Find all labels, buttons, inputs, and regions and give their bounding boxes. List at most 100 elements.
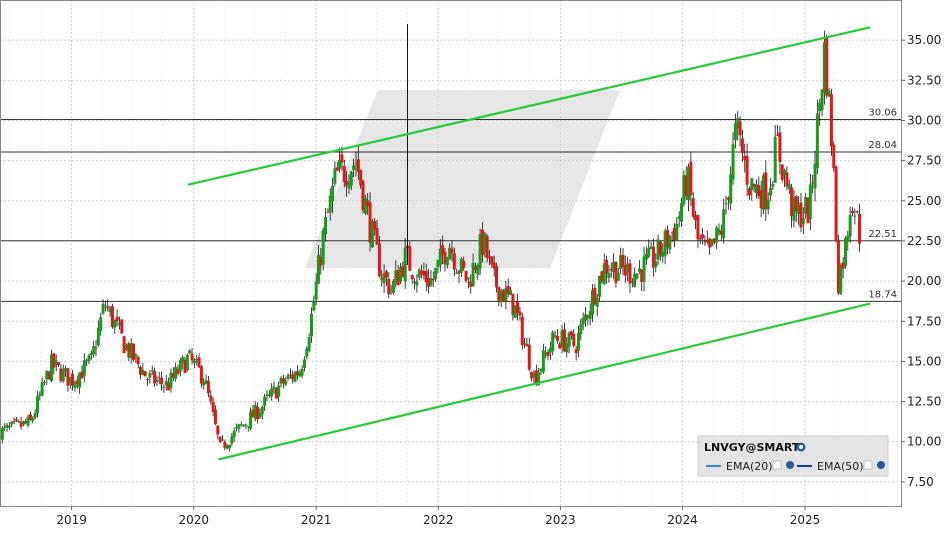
candle-body: [642, 256, 646, 282]
trendlines: [187, 26, 871, 461]
candle-body: [94, 347, 98, 349]
candle-body: [808, 184, 812, 220]
candle-body: [85, 360, 89, 362]
candle-body: [155, 379, 159, 382]
candle-body: [202, 382, 206, 386]
candle-body: [338, 159, 342, 169]
candle-body: [89, 353, 93, 356]
candle-body: [169, 372, 173, 388]
candle-body: [834, 166, 838, 242]
candle-body: [785, 172, 789, 187]
x-axis: 2019 2020 2021 2022 2023 2024 2025: [56, 506, 820, 527]
candle-body: [717, 229, 721, 233]
legend-box[interactable]: LNVGY@SMART EMA(20) EMA(50): [697, 435, 889, 477]
candle-body: [448, 247, 452, 260]
candle-body: [195, 359, 199, 361]
candle-body: [567, 332, 571, 347]
candle-body: [635, 273, 639, 278]
candle-body: [457, 271, 461, 274]
legend-symbol-icon[interactable]: [796, 442, 806, 452]
y-axis: 7.50 10.00 12.50 15.00 17.50 20.00 22.50 25.00 2…: [901, 33, 941, 489]
candle-body: [33, 413, 37, 419]
candle-body: [682, 174, 686, 204]
level-label: 28.04: [868, 140, 897, 151]
candle-body: [663, 230, 667, 256]
candle-body: [153, 370, 157, 384]
candle-body: [738, 121, 742, 136]
candle-body: [539, 368, 543, 372]
candle-body: [3, 426, 7, 428]
candle-body: [696, 215, 700, 240]
candle-body: [59, 368, 63, 382]
candle-body: [694, 215, 698, 221]
candle-body: [246, 426, 250, 428]
candle-body: [654, 261, 658, 268]
x-tick-label: 2022: [423, 513, 454, 527]
candle-body: [450, 248, 454, 253]
candle-body: [626, 263, 630, 273]
candle-body: [787, 183, 791, 190]
candle-body: [12, 420, 16, 422]
candle-body: [464, 270, 468, 281]
candle-body: [490, 256, 494, 265]
candle-body: [108, 308, 112, 313]
candle-body: [607, 272, 611, 279]
candle-body: [532, 372, 536, 378]
candle-body: [92, 346, 96, 355]
candle-body: [649, 246, 653, 249]
candle-body: [600, 271, 604, 282]
candle-body: [389, 289, 393, 291]
candle-body: [778, 132, 782, 163]
candle-body: [719, 231, 723, 235]
candle-body: [598, 275, 602, 297]
candle-body: [485, 235, 489, 259]
legend-ema20-checkbox[interactable]: [772, 460, 782, 470]
candle-body: [813, 163, 817, 189]
candle-body: [420, 270, 424, 275]
candle-body: [31, 418, 35, 422]
legend-ema50-checkbox[interactable]: [863, 460, 873, 470]
candle-body: [644, 254, 648, 260]
candle-body: [345, 180, 349, 186]
candle-body: [382, 273, 386, 284]
candle-body: [356, 159, 360, 172]
candle-body: [408, 246, 412, 271]
candle-body: [391, 280, 395, 293]
candle-body: [544, 352, 548, 354]
candle-body: [347, 182, 351, 189]
candle-body: [537, 372, 541, 386]
candle-body: [438, 248, 442, 265]
candle-body: [413, 281, 417, 283]
candle-body: [272, 386, 276, 389]
legend-ema20-settings-icon[interactable]: [786, 461, 794, 469]
candle-body: [670, 232, 674, 234]
candle-body: [321, 230, 325, 265]
candle-body: [281, 378, 285, 384]
candle-body: [745, 155, 749, 185]
candle-body: [612, 262, 616, 273]
candle-body: [352, 165, 356, 170]
candle-body: [38, 394, 42, 397]
candle-body: [162, 386, 166, 388]
candle-body: [466, 277, 470, 280]
candle-body: [609, 268, 613, 271]
candle-body: [548, 347, 552, 353]
candle-body: [120, 319, 124, 334]
candle-body: [237, 424, 241, 429]
candle-body: [244, 424, 248, 426]
candle-body: [380, 277, 384, 280]
candle-body: [478, 234, 482, 269]
candle-body: [99, 317, 103, 331]
candle-body: [206, 380, 210, 394]
candle-body: [7, 426, 11, 428]
candle-body: [677, 216, 681, 219]
horizontal-levels: 30.06 28.04 22.51 18.74: [0, 108, 901, 302]
candle-body: [17, 420, 21, 422]
legend-ema50-settings-icon[interactable]: [877, 461, 885, 469]
candle-body: [811, 182, 815, 184]
candle-body: [710, 239, 714, 246]
candle-body: [225, 446, 229, 449]
candle-body: [164, 380, 168, 386]
candle-body: [192, 360, 196, 363]
candle-body: [284, 380, 288, 385]
